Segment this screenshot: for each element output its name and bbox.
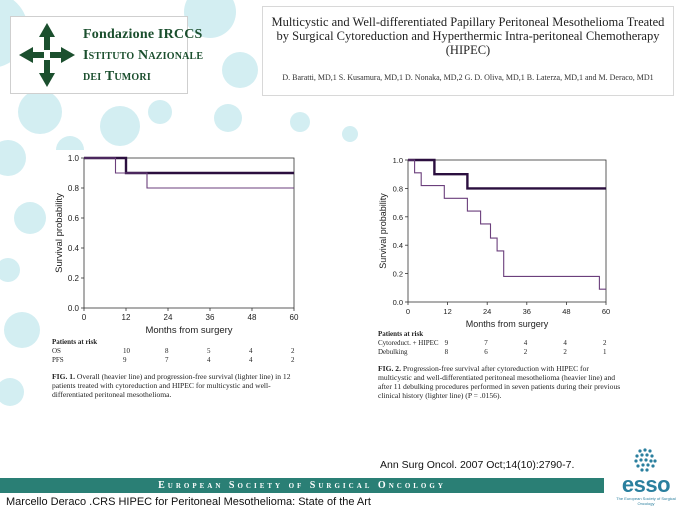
risk-header: Patients at risk (52, 338, 98, 346)
risk-value: 8 (165, 347, 169, 355)
y-tick-label: 0.4 (393, 241, 403, 250)
y-tick-label: 0.8 (393, 184, 403, 193)
esso-logo: esso The European Society of Surgical On… (612, 446, 680, 510)
risk-value: 9 (123, 356, 127, 364)
risk-value: 2 (563, 348, 567, 356)
caption-lead: FIG. 2. (378, 364, 401, 373)
x-tick-label: 48 (248, 313, 257, 322)
risk-value: 4 (249, 356, 253, 364)
risk-value: 2 (291, 347, 295, 355)
paper-title: Multicystic and Well-differentiated Papi… (271, 15, 665, 57)
institute-logo: Fondazione IRCCS Istituto Nazionale dei … (10, 16, 203, 94)
risk-label: Debulking (378, 348, 408, 356)
y-tick-label: 0.2 (393, 270, 403, 279)
figure-1-risk-table: Patients at risk OS 10 8 5 4 2 PFS 9 7 4 4 2 (48, 338, 310, 366)
risk-value: 2 (523, 348, 528, 356)
logo-line-2: Istituto Nazionale (83, 48, 204, 63)
footer-text: Marcello Deraco .CRS HIPEC for Peritonea… (6, 496, 371, 508)
y-tick-label: 0.8 (68, 184, 80, 193)
risk-header: Patients at risk (378, 330, 424, 338)
y-axis-label: Survival probability (54, 193, 65, 273)
risk-value: 4 (249, 347, 253, 355)
figure-2-risk-table: Patients at risk Cytoreduct. + HIPEC 9 7 4 4… (374, 330, 624, 358)
risk-label: OS (52, 347, 61, 355)
x-tick-label: 24 (483, 307, 491, 316)
logo-line-3: dei Tumori (83, 69, 151, 84)
paper-header: Multicystic and Well-differentiated Papi… (262, 6, 674, 96)
risk-value: 7 (484, 339, 488, 347)
x-tick-label: 12 (443, 307, 451, 316)
risk-value: 1 (603, 348, 607, 356)
risk-value: 2 (603, 339, 607, 347)
risk-value: 4 (563, 339, 567, 347)
caption-text: Overall (heavier line) and progression-f… (52, 372, 291, 399)
risk-value: 6 (484, 348, 488, 356)
risk-label: Cytoreduct. + HIPEC (378, 339, 439, 347)
paper-authors: D. Baratti, MD,1 S. Kusamura, MD,1 D. No… (282, 73, 654, 82)
x-tick-label: 24 (164, 313, 173, 322)
y-tick-label: 1.0 (68, 154, 80, 163)
plot-frame (407, 159, 607, 303)
y-tick-label: 0.6 (393, 213, 403, 222)
society-band: European Society of Surgical Oncology (0, 478, 604, 493)
caption-text: Progression-free survival after cytoredu… (378, 364, 621, 400)
series-line-heavy (408, 158, 606, 190)
x-tick-label: 60 (602, 307, 610, 316)
plot-frame (83, 157, 295, 309)
x-axis-label: Months from surgery (145, 325, 232, 336)
figure-1-plot: 0.0 0.2 0.4 0.6 0.8 1.0 0 12 24 36 48 60 Months from… (54, 154, 299, 336)
y-tick-label: 0.6 (68, 214, 80, 223)
risk-value: 10 (123, 347, 130, 355)
figure-1: 0.0 0.2 0.4 0.6 0.8 1.0 0 12 24 36 48 60 Months from… (48, 150, 310, 410)
y-tick-label: 1.0 (393, 156, 403, 165)
esso-subtitle: The European Society of Surgical Oncolog… (616, 496, 676, 506)
x-tick-label: 48 (562, 307, 570, 316)
risk-value: 4 (523, 339, 528, 347)
figure-1-caption: FIG. 1. Overall (heavier line) and progr… (52, 372, 308, 399)
risk-value: 5 (207, 347, 211, 355)
compass-arrows-icon (19, 23, 75, 87)
x-tick-label: 0 (406, 307, 410, 316)
y-axis-label: Survival probability (378, 193, 388, 269)
figure-2-caption: FIG. 2. Progression-free survival after … (378, 364, 622, 400)
y-tick-label: 0.0 (68, 304, 80, 313)
x-axis-label: Months from surgery (466, 319, 549, 329)
risk-value: 7 (165, 356, 169, 364)
caption-lead: FIG. 1. (52, 372, 75, 381)
citation: Ann Surg Oncol. 2007 Oct;14(10):2790-7. (380, 459, 575, 471)
x-tick-label: 36 (206, 313, 215, 322)
risk-value: 2 (291, 356, 295, 364)
risk-value: 4 (207, 356, 211, 364)
series-line-light (408, 159, 606, 290)
x-tick-label: 36 (523, 307, 531, 316)
logo-line-1: Fondazione IRCCS (83, 27, 203, 42)
y-tick-label: 0.0 (393, 298, 403, 307)
risk-value: 8 (444, 348, 449, 356)
series-line-light (84, 157, 294, 189)
esso-wordmark: esso (621, 472, 671, 497)
y-tick-label: 0.4 (68, 244, 80, 253)
y-tick-label: 0.2 (68, 274, 80, 283)
figure-2-plot: 0.0 0.2 0.4 0.6 0.8 1.0 0 12 24 36 48 60 Months from… (378, 156, 610, 329)
x-tick-label: 60 (290, 313, 299, 322)
figure-2: 0.0 0.2 0.4 0.6 0.8 1.0 0 12 24 36 48 60 Months from… (374, 150, 624, 420)
x-tick-label: 12 (122, 313, 131, 322)
x-tick-label: 0 (82, 313, 87, 322)
esso-dots-icon (634, 448, 657, 472)
risk-label: PFS (52, 356, 64, 364)
risk-value: 9 (444, 339, 449, 347)
